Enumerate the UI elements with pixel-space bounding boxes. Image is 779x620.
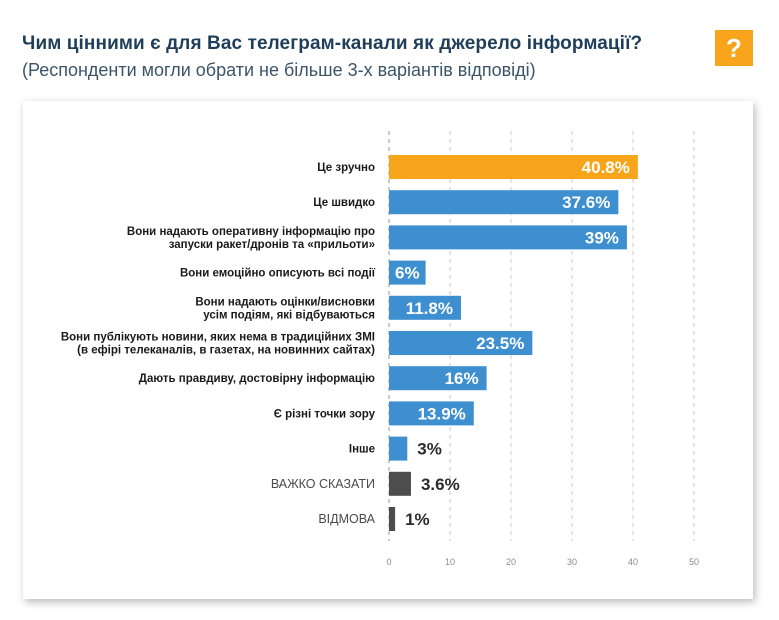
value-label: 3%: [417, 440, 442, 459]
x-tick-label: 40: [628, 557, 638, 567]
bar: [389, 225, 627, 250]
chart-card: 0 10 20 30 40 50 Це зручно 40.8% Це швидко 37.6% В…: [23, 101, 753, 599]
category-label: (в ефірі телеканалів, в газетах, на нови…: [77, 345, 375, 357]
bar: [389, 436, 408, 461]
chart-subtitle: (Респонденти могли обрати не більше 3-х …: [22, 60, 536, 80]
category-label: Вони публікують новини, яких нема в трад…: [61, 332, 375, 344]
category-label: Дають правдиву, достовірну інформацію: [139, 373, 375, 385]
category-label: Це швидко: [313, 197, 375, 209]
value-label: 6%: [395, 264, 420, 283]
category-label: Вони надають оцінки/висновки: [195, 296, 375, 308]
bar: [389, 295, 461, 320]
value-label: 37.6%: [562, 193, 610, 212]
bar: [389, 471, 411, 496]
value-label: 3.6%: [421, 475, 460, 494]
value-label: 39%: [585, 228, 619, 247]
bar: [389, 507, 396, 531]
value-label: 16%: [445, 369, 479, 388]
bar: [389, 260, 426, 285]
x-tick-label: 0: [386, 557, 391, 567]
category-label: Це зручно: [317, 162, 375, 174]
value-label: 1%: [405, 510, 430, 529]
bar: [389, 331, 533, 355]
category-label: Вони надають оперативну інформацію про: [127, 226, 375, 238]
category-label: ВІДМОВА: [318, 512, 375, 526]
bar: [389, 401, 474, 426]
category-label: Є різні точки зору: [274, 408, 376, 420]
category-label: ВАЖКО СКАЗАТИ: [271, 477, 375, 491]
chart-title: Чим цінними є для Вас телеграм-канали як…: [22, 33, 643, 54]
bar: [389, 366, 487, 391]
value-label: 23.5%: [476, 334, 524, 353]
category-label: запуски ракет/дронів та «прильоти»: [169, 239, 375, 251]
category-label: Інше: [349, 444, 375, 456]
x-tick-label: 30: [567, 557, 577, 567]
category-label: Вони емоційно описують всі події: [180, 268, 376, 280]
x-tick-label: 20: [506, 557, 516, 567]
value-label: 11.8%: [406, 299, 453, 318]
help-icon[interactable]: ?: [715, 30, 753, 66]
bar-chart: 0 10 20 30 40 50 Це зручно 40.8% Це швидко 37.6% В…: [61, 131, 699, 567]
bar: [389, 190, 619, 215]
value-label: 13.9%: [418, 404, 466, 423]
bar: [389, 155, 638, 179]
x-tick-label: 10: [445, 557, 455, 567]
x-tick-label: 50: [689, 557, 699, 567]
category-label: усім подіям, які відбуваються: [203, 309, 375, 321]
value-label: 40.8%: [582, 158, 630, 177]
